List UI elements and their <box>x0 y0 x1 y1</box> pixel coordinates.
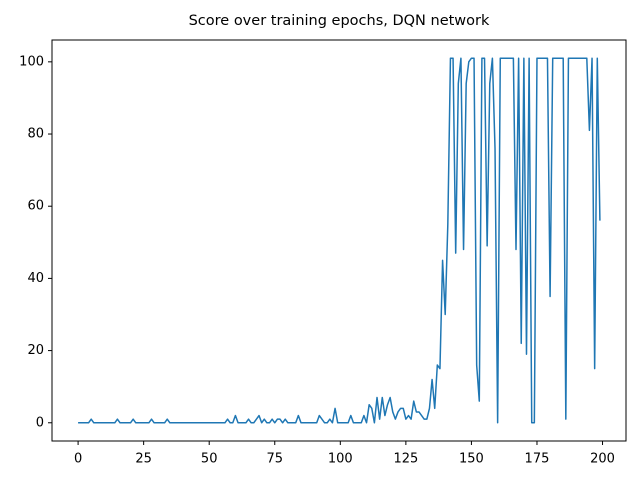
x-tick-label: 75 <box>266 452 283 467</box>
x-tick-label: 150 <box>459 452 484 467</box>
x-tick-label: 0 <box>74 452 82 467</box>
y-tick-label: 60 <box>27 199 44 214</box>
x-tick-label: 175 <box>525 452 550 467</box>
x-tick-label: 125 <box>393 452 418 467</box>
y-tick-label: 0 <box>36 415 44 430</box>
x-tick-label: 50 <box>201 452 218 467</box>
y-tick-label: 40 <box>27 271 44 286</box>
chart-title: Score over training epochs, DQN network <box>189 13 490 29</box>
axes-frame <box>51 39 627 442</box>
x-tick-label: 100 <box>328 452 353 467</box>
y-tick-label: 100 <box>19 54 44 69</box>
y-tick-label: 80 <box>27 127 44 142</box>
data-line <box>78 57 601 424</box>
y-tick-label: 20 <box>27 343 44 358</box>
x-tick-label: 200 <box>590 452 615 467</box>
x-tick-label: 25 <box>135 452 152 467</box>
